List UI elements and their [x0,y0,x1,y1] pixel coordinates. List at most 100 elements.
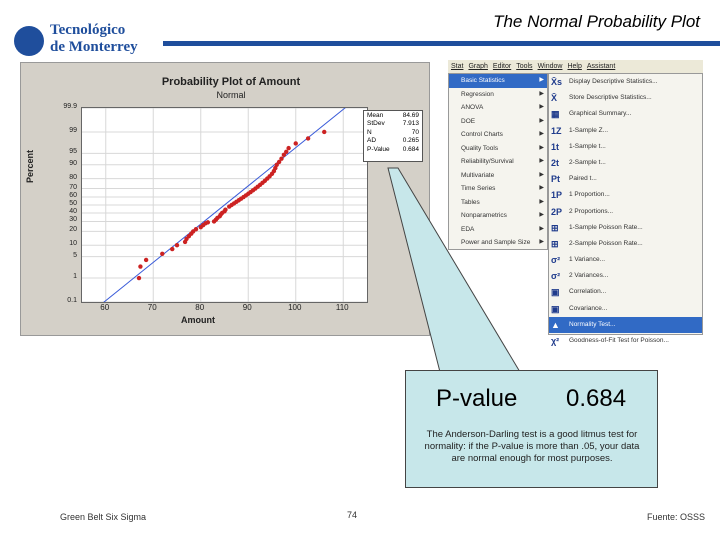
submenu-item[interactable]: 2P 2 Proportions... [549,204,702,220]
data-point [279,156,284,161]
stat-menu-item-label: Tables [461,198,480,206]
statistic-icon: Pt [551,174,560,185]
submenu-item[interactable]: ▦ Graphical Summary... [549,106,702,122]
submenu-item[interactable]: ▣ Correlation... [549,284,702,300]
data-point [174,243,180,248]
submenu-item[interactable]: ⊞ 2-Sample Poisson Rate... [549,236,702,252]
stat-menu-item-label: Time Series [461,185,496,192]
statistic-icon: X̄s [551,77,563,87]
stat-menu-item[interactable]: Regression ▶ [449,88,547,102]
data-point [160,251,165,257]
chevron-right-icon: ▶ [539,239,544,245]
data-point [143,257,149,263]
footer-source: Fuente: OSSS [647,512,706,522]
submenu-item[interactable]: σ² 2 Variances... [549,268,702,284]
stat-menu-item[interactable]: DOE ▶ [449,115,547,129]
probability-plot-window: Probability Plot of Amount Normal Percen… [20,62,430,336]
slide-title: The Normal Probability Plot [493,12,700,31]
stat-menu-item[interactable]: Quality Tools ▶ [449,142,547,156]
statistic-icon: ▣ [551,287,560,298]
stats-key: Mean [367,112,384,119]
chevron-right-icon: ▶ [539,158,544,164]
stat-menu: Basic Statistics ▶ Regression ▶ ANOVA ▶ DOE ▶ Co… [448,73,548,250]
chevron-right-icon: ▶ [539,185,544,191]
menu-stat[interactable]: Stat [451,63,464,70]
stats-key: N [367,128,372,136]
submenu-item[interactable]: σ² 1 Variance... [549,252,702,268]
stat-menu-item[interactable]: Time Series ▶ [449,182,547,196]
statistic-icon: ▲ [551,319,560,330]
x-tick-label: 60 [100,303,110,312]
menu-window[interactable]: Window [537,63,563,70]
data-point [193,227,199,232]
data-point [284,149,289,154]
statistic-icon: χ² [551,336,560,346]
x-tick-label: 110 [335,303,349,312]
y-tick-label: 95 [69,148,77,156]
stat-menu-item[interactable]: Tables ▶ [449,196,547,210]
submenu-item[interactable]: χ² Goodness-of-Fit Test for Poisson... [549,333,702,349]
x-tick-label: 100 [288,303,302,312]
submenu-item-label: Covariance... [569,304,608,312]
chevron-right-icon: ▶ [539,225,544,232]
stat-menu-item-label: Nonparametrics [461,212,507,219]
statistic-icon: σ² [551,271,561,282]
menu-tools[interactable]: Tools [516,63,533,70]
data-point [276,159,282,165]
stat-menu-item[interactable]: Reliability/Survival ▶ [449,155,547,169]
plot-title: Probability Plot of Amount [161,76,301,88]
stats-value: 0.684 [402,145,419,153]
stats-row: P-Value 0.684 [367,146,419,154]
submenu-item-label: Normality Test... [569,320,616,328]
y-tick-label: 5 [73,251,77,259]
submenu-item-label: 2-Sample Poisson Rate... [569,239,643,247]
chevron-right-icon: ▶ [539,144,544,151]
stats-key: AD [367,137,377,145]
menu-assistant[interactable]: Assistant [586,63,616,70]
menu-graph[interactable]: Graph [468,63,488,70]
statistics-legend-box: Mean 84.69 StDev 7.913 N 70 AD 0.265 P-Value 0.68… [363,110,423,162]
stat-menu-item[interactable]: Basic Statistics ▶ [449,74,547,88]
statistic-icon: 1t [551,141,560,152]
stats-value: 70 [411,128,419,136]
logo-line-2: de Monterrey [50,39,138,55]
data-point [170,246,175,252]
data-point [136,275,142,281]
submenu-item[interactable]: 2t 2-Sample t... [549,155,702,171]
submenu-item[interactable]: ▲ Normality Test... [549,316,702,333]
stat-menu-item[interactable]: Control Charts ▶ [449,128,547,142]
submenu-item[interactable]: 1Z 1-Sample Z... [549,123,702,139]
menu-editor[interactable]: Editor [492,63,512,70]
submenu-item-label: 1 Variance... [569,256,606,264]
stat-menu-item[interactable]: EDA ▶ [449,223,547,237]
y-tick-label: 70 [69,183,77,191]
stat-menu-item[interactable]: Nonparametrics ▶ [449,209,547,223]
submenu-item-label: 1-Sample Z... [569,126,609,134]
chevron-right-icon: ▶ [539,90,544,97]
logo-line-1: Tecnológico [50,22,126,38]
x-tick-label: 70 [147,303,157,312]
stat-menu-item-label: Regression [461,90,494,98]
chevron-right-icon: ▶ [539,131,544,137]
submenu-item[interactable]: ▣ Covariance... [549,301,702,317]
submenu-item[interactable]: X̄ Store Descriptive Statistics... [549,90,702,106]
stat-menu-item[interactable]: ANOVA ▶ [449,101,547,115]
plot-subtitle: Normal [216,90,246,100]
statistic-icon: 1Z [551,125,562,136]
submenu-item[interactable]: X̄s Display Descriptive Statistics... [549,74,702,90]
submenu-item-label: Graphical Summary... [569,110,632,118]
callout-pointer-shape [387,167,521,373]
submenu-item[interactable]: 1t 1-Sample t... [549,139,702,155]
submenu-item[interactable]: Pt Paired t... [549,171,702,187]
statistic-icon: 1P [551,190,563,201]
stat-menu-item[interactable]: Multivariate ▶ [449,169,547,183]
submenu-item[interactable]: 1P 1 Proportion... [549,187,702,203]
submenu-item-label: Goodness-of-Fit Test for Poisson... [569,337,669,344]
x-tick-label: 90 [242,303,252,312]
stat-menu-item[interactable]: Power and Sample Size ▶ [449,236,547,250]
data-point [322,129,327,135]
submenu-item[interactable]: ⊞ 1-Sample Poisson Rate... [549,220,702,236]
x-axis-label: Amount [181,315,215,325]
menu-help[interactable]: Help [567,63,582,70]
stats-key: P-Value [367,145,390,153]
